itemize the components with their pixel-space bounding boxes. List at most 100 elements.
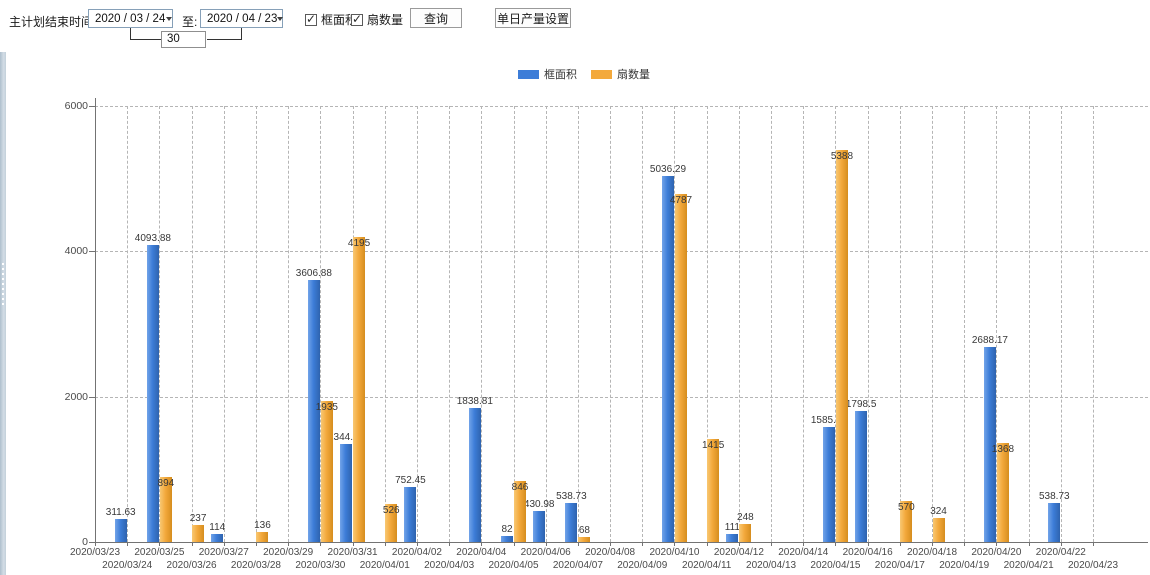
y-axis bbox=[95, 98, 96, 542]
end-date-picker[interactable]: 2020 / 04 / 23 bbox=[200, 9, 284, 28]
span-days-input[interactable]: 30 bbox=[161, 31, 206, 48]
fan-count-bar[interactable] bbox=[835, 150, 848, 542]
checkbox-icon[interactable]: ✓ bbox=[305, 11, 317, 26]
fan-count-bar[interactable] bbox=[996, 442, 1009, 542]
bar-value-label: 1415 bbox=[702, 440, 725, 452]
fan-count-bar[interactable] bbox=[159, 477, 172, 542]
frame-area-bar[interactable] bbox=[983, 346, 996, 542]
x-axis-tick bbox=[513, 542, 515, 546]
x-axis-label: 2020/04/19 bbox=[939, 560, 990, 571]
bar-chart: 框面积 扇数量 0 2000 4000 6000 2020/03/23 2020/03/2… bbox=[0, 52, 1150, 575]
bar-value-label: 4093.88 bbox=[134, 232, 171, 244]
bar-value-label: 114 bbox=[209, 521, 226, 533]
vertical-gridline bbox=[996, 106, 998, 542]
bar-value-label: 1838.81 bbox=[456, 396, 493, 408]
x-axis-label: 2020/04/10 bbox=[649, 547, 700, 558]
x-axis-tick bbox=[803, 542, 805, 546]
chevron-down-icon[interactable] bbox=[165, 10, 172, 27]
fan-count-bar[interactable] bbox=[932, 518, 945, 542]
daily-output-settings-button[interactable]: 单日产量设置 bbox=[495, 8, 571, 28]
bar-value-label: 538.73 bbox=[1039, 490, 1070, 502]
vertical-gridline bbox=[416, 106, 418, 542]
x-axis-label: 2020/03/30 bbox=[295, 560, 346, 571]
frame-area-bar[interactable] bbox=[822, 426, 835, 542]
frame-area-bar[interactable] bbox=[468, 408, 481, 542]
frame-area-bar[interactable] bbox=[661, 176, 674, 542]
vertical-gridline bbox=[706, 106, 708, 542]
frame-area-bar[interactable] bbox=[726, 533, 739, 542]
fan-count-bar[interactable] bbox=[739, 523, 752, 542]
query-button[interactable]: 查询 bbox=[410, 8, 462, 28]
bracket-line bbox=[207, 39, 241, 40]
frame-area-bar[interactable] bbox=[211, 533, 224, 542]
legend-item-frame-area[interactable]: 框面积 bbox=[518, 66, 577, 82]
fan-count-bar[interactable] bbox=[674, 194, 687, 542]
y-axis-tick bbox=[89, 542, 95, 543]
bar-value-label: 5036.29 bbox=[649, 164, 687, 176]
bar-value-label: 4787 bbox=[669, 195, 693, 207]
bar-value-label: 570 bbox=[897, 501, 915, 513]
x-axis-label: 2020/04/23 bbox=[1067, 560, 1119, 571]
chart-legend: 框面积 扇数量 bbox=[518, 66, 650, 82]
y-axis-tick bbox=[89, 106, 95, 107]
frame-area-bar[interactable] bbox=[501, 536, 514, 542]
legend-item-fan-count[interactable]: 扇数量 bbox=[591, 66, 650, 82]
fan-count-bar[interactable] bbox=[514, 480, 527, 542]
bar-value-label: 2688.17 bbox=[971, 334, 1008, 346]
start-date-picker[interactable]: 2020 / 03 / 24 bbox=[88, 9, 173, 28]
vertical-gridline bbox=[738, 106, 740, 542]
chevron-down-icon[interactable] bbox=[277, 10, 284, 27]
y-axis-label: 4000 bbox=[64, 245, 88, 258]
dock-edge-strip[interactable] bbox=[0, 0, 6, 575]
frame-area-bar[interactable] bbox=[307, 279, 320, 542]
bracket-line bbox=[130, 39, 161, 40]
vertical-gridline bbox=[1060, 106, 1062, 542]
x-axis-tick bbox=[223, 542, 225, 546]
x-axis-label: 2020/04/04 bbox=[456, 547, 507, 558]
fan-count-bar[interactable] bbox=[256, 532, 269, 542]
x-axis-tick bbox=[706, 542, 708, 546]
bar-value-label: 136 bbox=[254, 520, 271, 532]
y-axis-label: 2000 bbox=[64, 390, 88, 403]
x-axis-label: 2020/04/08 bbox=[585, 547, 636, 558]
x-axis-tick bbox=[964, 542, 966, 546]
bracket-line bbox=[241, 28, 242, 40]
frame-area-bar[interactable] bbox=[533, 510, 546, 542]
bar-value-label: 3606.88 bbox=[295, 267, 332, 279]
vertical-gridline bbox=[384, 106, 386, 542]
bar-value-label: 752.45 bbox=[395, 475, 426, 487]
x-axis-tick bbox=[577, 542, 579, 546]
frame-area-checkbox[interactable]: ✓ 框面积 bbox=[305, 11, 357, 28]
frame-area-bar[interactable] bbox=[340, 444, 353, 542]
frame-area-bar[interactable] bbox=[146, 244, 159, 542]
x-axis-label: 2020/04/02 bbox=[391, 547, 442, 558]
x-axis-label: 2020/04/17 bbox=[874, 560, 925, 571]
drag-handle-icon bbox=[2, 263, 4, 307]
x-axis bbox=[95, 542, 1148, 543]
bar-value-label: 5388 bbox=[830, 151, 854, 163]
vertical-gridline bbox=[899, 106, 901, 542]
x-axis-tick bbox=[932, 542, 934, 546]
fan-count-bar[interactable] bbox=[707, 439, 720, 542]
fan-count-bar[interactable] bbox=[900, 500, 913, 542]
bar-value-label: 82 bbox=[501, 524, 513, 536]
fan-count-checkbox[interactable]: ✓ 扇数量 bbox=[351, 11, 403, 28]
x-axis-label: 2020/04/06 bbox=[520, 547, 571, 558]
fan-count-bar[interactable] bbox=[353, 237, 366, 542]
frame-area-bar[interactable] bbox=[855, 411, 868, 542]
vertical-gridline bbox=[320, 106, 322, 542]
frame-area-bar[interactable] bbox=[404, 487, 417, 542]
x-axis-tick bbox=[95, 542, 96, 546]
legend-label: 扇数量 bbox=[617, 69, 650, 81]
fan-count-bar[interactable] bbox=[320, 401, 333, 542]
checkbox-icon[interactable]: ✓ bbox=[351, 11, 363, 26]
x-axis-tick bbox=[642, 542, 644, 546]
bar-value-label: 68 bbox=[578, 525, 590, 537]
bar-value-label: 4195 bbox=[347, 238, 371, 250]
fan-count-bar[interactable] bbox=[578, 537, 591, 542]
fan-count-bar[interactable] bbox=[192, 524, 205, 542]
frame-area-bar[interactable] bbox=[1048, 502, 1061, 542]
frame-area-bar[interactable] bbox=[114, 519, 127, 542]
fan-count-bar[interactable] bbox=[385, 503, 398, 542]
frame-area-bar[interactable] bbox=[565, 502, 578, 542]
